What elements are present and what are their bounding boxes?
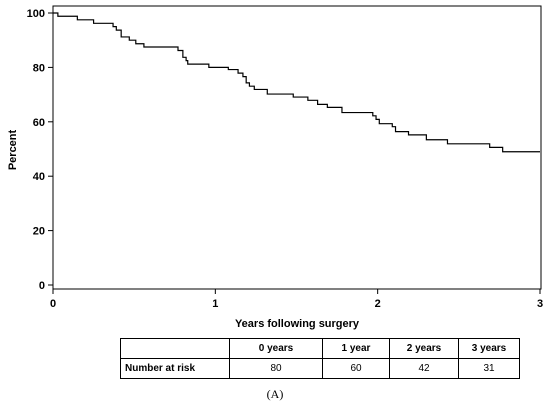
risk-table-header-row: 0 years 1 year 2 years 3 years [120,338,520,359]
survival-chart: 0 20 40 60 80 100 0 1 2 3 Percent Years followin… [7,5,543,330]
x-tick-label: 2 [375,298,381,310]
figure-caption: (A) [266,387,284,401]
risk-header-3-years: 3 years [458,338,520,359]
plot-frame [52,5,542,290]
risk-value-1-year: 60 [322,358,390,379]
x-axis-ticks: 0 1 2 3 [50,289,543,310]
risk-header-0-years: 0 years [229,338,323,359]
y-tick-label: 20 [33,226,45,238]
risk-value-0-years: 80 [229,358,323,379]
y-axis-ticks: 0 20 40 60 80 100 [27,8,53,292]
y-tick-label: 60 [33,117,45,129]
x-tick-label: 1 [212,298,218,310]
number-at-risk-table: 0 years 1 year 2 years 3 years Number at… [120,338,520,379]
risk-value-3-years: 31 [458,358,520,379]
x-tick-label: 0 [50,298,56,310]
y-tick-label: 100 [27,8,45,20]
y-tick-label: 80 [33,62,45,74]
risk-row-label: Number at risk [120,358,230,379]
risk-value-2-years: 42 [389,358,459,379]
y-tick-label: 40 [33,171,45,183]
y-axis-label: Percent [7,129,19,170]
x-axis-label: Years following surgery [235,318,360,330]
y-tick-label: 0 [39,280,45,292]
risk-table-values-row: Number at risk 80 60 42 31 [120,358,520,379]
risk-header-1-year: 1 year [322,338,390,359]
survival-curve [53,12,540,153]
x-tick-label: 3 [537,298,543,310]
risk-table-corner-cell [120,338,230,359]
risk-header-2-years: 2 years [389,338,459,359]
